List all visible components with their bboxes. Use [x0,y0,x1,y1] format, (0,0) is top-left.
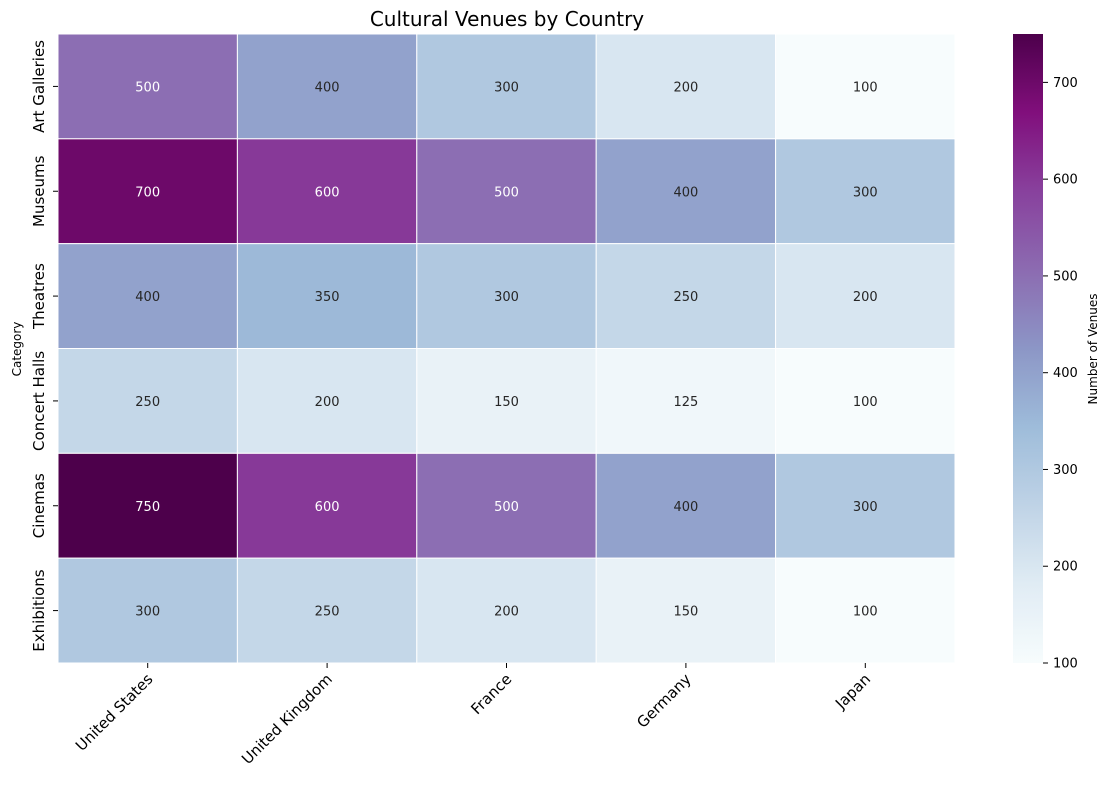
heatmap-cell [236,348,418,454]
cell-value-label: 400 [315,80,340,95]
cell-value-label: 150 [494,395,519,410]
cell-value-label: 750 [135,500,160,515]
heatmap-cell [57,138,238,245]
cell-value-label: 700 [135,185,160,200]
colorbar-gradient [1013,34,1043,663]
cell-value-label: 100 [853,80,878,95]
colorbar-tick-label: 600 [1053,173,1078,188]
cell-value-label: 600 [315,185,340,200]
x-tick-label: France [467,670,515,718]
colorbar-tick-label: 700 [1053,76,1078,91]
heatmap-cell [236,243,418,350]
cell-value-label: 500 [494,185,519,200]
colorbar-tick-label: 300 [1053,463,1078,478]
heatmap-cell [595,348,777,454]
heatmap-cell [775,348,956,454]
colorbar-tick-label: 100 [1053,657,1078,672]
cell-value-label: 300 [853,185,878,200]
cell-value-label: 200 [853,290,878,305]
colorbar-tick-label: 200 [1053,560,1078,575]
heatmap-cell [236,452,418,559]
cell-value-label: 300 [853,500,878,515]
heatmap-cell [775,452,956,559]
cell-value-label: 400 [673,500,698,515]
cell-value-label: 600 [315,500,340,515]
cell-value-label: 200 [315,395,340,410]
y-tick-label: Concert Halls [30,351,48,451]
x-tick-label: United Kingdom [238,670,336,768]
cell-value-label: 350 [315,290,340,305]
x-axis-ticks: United States United Kingdom France Germany… [72,663,874,768]
y-axis-label: Category [10,322,24,377]
cell-value-label: 300 [494,290,519,305]
y-tick-label: Museums [30,155,48,227]
cell-value-label: 125 [673,395,698,410]
cell-value-label: 400 [673,185,698,200]
heatmap-cell [416,138,597,245]
colorbar: 100 200 300 400 500 600 700 [1013,34,1078,672]
heatmap-cell [416,33,597,140]
heatmap-cell [416,557,597,664]
cell-value-label: 100 [853,395,878,410]
y-tick-label: Theatres [30,263,48,330]
colorbar-tick-label: 500 [1053,269,1078,284]
heatmap-cell [775,138,956,245]
heatmap-cell [595,33,777,140]
cell-value-label: 100 [853,605,878,620]
heatmap-cell [595,557,777,664]
cell-value-label: 150 [673,605,698,620]
heatmap-cell [57,33,238,140]
y-tick-label: Exhibitions [30,569,48,651]
cell-value-label: 400 [135,290,160,305]
cell-value-label: 200 [673,80,698,95]
x-tick-label: United States [72,670,157,755]
y-tick-label: Cinemas [30,473,48,538]
heatmap-cell [416,243,597,350]
x-tick-label: Japan [831,670,874,713]
heatmap-cell [775,557,956,664]
colorbar-tick-label: 400 [1053,366,1078,381]
heatmap-cells: 500 400 300 200 100 700 600 500 400 300 400 350 300 2… [57,33,956,664]
cell-value-label: 250 [673,290,698,305]
cell-value-label: 500 [135,80,160,95]
heatmap-cell [595,243,777,350]
cell-value-label: 500 [494,500,519,515]
chart-title: Cultural Venues by Country [370,7,644,31]
cell-value-label: 200 [494,605,519,620]
cell-value-label: 300 [494,80,519,95]
cell-value-label: 300 [135,605,160,620]
cell-value-label: 250 [315,605,340,620]
y-tick-label: Art Galleries [30,40,48,133]
colorbar-label: Number of Venues [1086,294,1100,405]
heatmap-cell [236,33,418,140]
heatmap-cell [775,33,956,140]
cell-value-label: 250 [135,395,160,410]
y-axis-ticks: Art Galleries Museums Theatres Concert Hall… [30,40,58,652]
heatmap-cell [775,243,956,350]
heatmap-cell [416,452,597,559]
heatmap-cell [416,348,597,454]
heatmap-cell [57,452,238,559]
x-tick-label: Germany [633,670,695,732]
heatmap-cell [236,557,418,664]
